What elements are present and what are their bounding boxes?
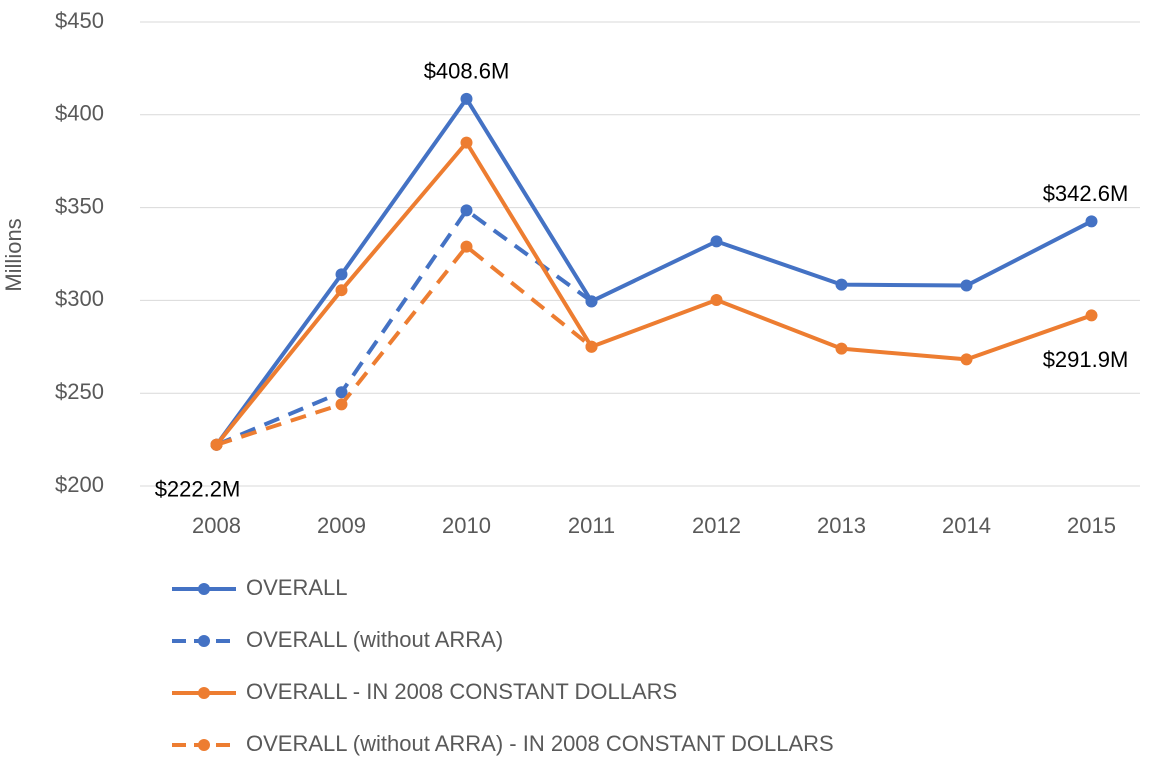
point — [210, 438, 223, 451]
point — [335, 398, 348, 411]
point — [960, 353, 973, 366]
y-tick-label: $200 — [55, 472, 104, 497]
y-axis-label: Millions — [1, 218, 26, 291]
series-line — [214, 96, 1093, 446]
series-line — [215, 208, 593, 447]
point — [835, 278, 848, 291]
point — [335, 284, 348, 297]
x-tick-label: 2009 — [317, 513, 366, 538]
y-tick-label: $300 — [55, 286, 104, 311]
series-line — [214, 140, 1093, 447]
x-tick-label: 2008 — [192, 513, 241, 538]
data-label: $222.2M — [155, 477, 241, 502]
legend-label: OVERALL (without ARRA) — [246, 627, 503, 652]
x-tick-label: 2012 — [692, 513, 741, 538]
point — [460, 92, 473, 105]
point — [835, 342, 848, 355]
point — [335, 386, 348, 399]
point — [460, 136, 473, 149]
legend-marker — [198, 583, 210, 595]
legend-label: OVERALL (without ARRA) - IN 2008 CONSTAN… — [246, 731, 834, 756]
y-tick-label: $350 — [55, 193, 104, 218]
point — [1085, 309, 1098, 322]
point — [585, 295, 598, 308]
x-tick-label: 2013 — [817, 513, 866, 538]
point — [960, 279, 973, 292]
data-label: $408.6M — [424, 59, 510, 84]
x-tick-label: 2014 — [942, 513, 991, 538]
y-tick-label: $400 — [55, 101, 104, 126]
point — [460, 240, 473, 253]
point — [710, 235, 723, 248]
data-label: $342.6M — [1043, 181, 1129, 206]
x-tick-label: 2015 — [1067, 513, 1116, 538]
point — [335, 268, 348, 281]
legend-label: OVERALL - IN 2008 CONSTANT DOLLARS — [246, 679, 677, 704]
legend-label: OVERALL — [246, 575, 348, 600]
legend-marker — [198, 687, 210, 699]
data-label: $291.9M — [1043, 347, 1129, 372]
x-tick-label: 2010 — [442, 513, 491, 538]
point — [460, 204, 473, 217]
y-tick-label: $250 — [55, 379, 104, 404]
point — [710, 294, 723, 307]
point — [585, 340, 598, 353]
y-tick-label: $450 — [55, 8, 104, 33]
series-line — [215, 244, 593, 447]
legend-marker — [198, 635, 210, 647]
legend-marker — [198, 739, 210, 751]
point — [1085, 215, 1098, 228]
x-tick-label: 2011 — [568, 513, 615, 538]
